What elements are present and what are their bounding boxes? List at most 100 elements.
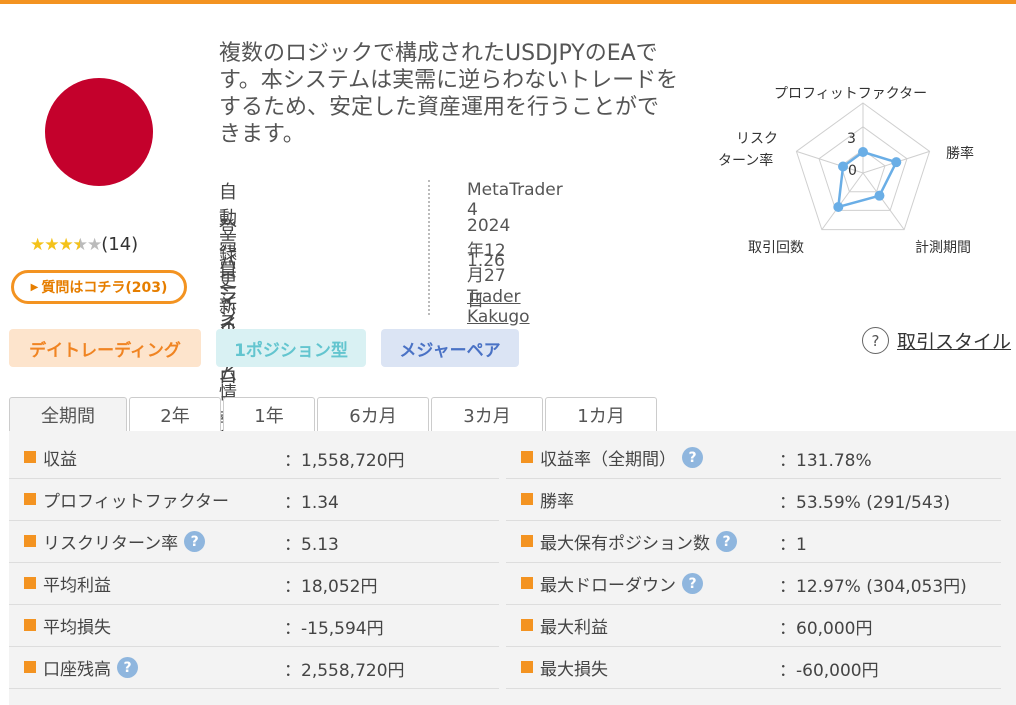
stat-label: 最大損失 xyxy=(540,660,608,680)
radar-scale-label-3: 3 xyxy=(847,131,856,147)
stat-value: ：53.59% (291/543) xyxy=(779,493,951,513)
radar-label-trades: 取引回数 xyxy=(748,240,804,256)
style-tags: デイトレーディング 1ポジション型 メジャーペア xyxy=(9,329,519,367)
bullet-icon xyxy=(521,493,533,505)
top-accent-bar xyxy=(0,0,1016,4)
stat-value: ：1 xyxy=(779,535,807,555)
radar-label-period: 計測期間 xyxy=(915,240,971,256)
trade-style-label: 取引スタイル xyxy=(897,331,1012,353)
stat-value: ：5.13 xyxy=(284,535,339,555)
bullet-icon xyxy=(521,577,533,589)
radar-axis-line xyxy=(796,150,864,174)
stat-row-risk-return: リスクリターン率? ：5.13 xyxy=(9,521,499,563)
trade-style-link[interactable]: ? 取引スタイル xyxy=(862,327,1011,354)
stat-value: ：2,558,720円 xyxy=(284,661,405,681)
stat-value: ：18,052円 xyxy=(284,577,378,597)
tag-one-position[interactable]: 1ポジション型 xyxy=(216,329,366,367)
qa-button[interactable]: ▶ 質問はコチラ(203) xyxy=(11,270,187,304)
radar-point-risk xyxy=(838,161,849,172)
radar-point-period xyxy=(874,190,885,201)
radar-scale-label-0: 0 xyxy=(848,163,857,179)
radar-label-winrate: 勝率 xyxy=(946,146,974,162)
info-value: 2024年12月27日 xyxy=(467,215,511,311)
bullet-icon xyxy=(521,451,533,463)
help-icon[interactable]: ? xyxy=(117,657,138,678)
bullet-icon xyxy=(24,493,36,505)
tag-major-pair[interactable]: メジャーペア xyxy=(381,329,519,367)
tab-1y[interactable]: 1年 xyxy=(223,397,315,431)
bullet-icon xyxy=(521,535,533,547)
stat-label: 収益率（全期間）? xyxy=(540,445,703,470)
bullet-icon xyxy=(24,451,36,463)
bullet-icon xyxy=(24,577,36,589)
stat-value: ：12.97% (304,053円) xyxy=(779,577,967,597)
tab-2y[interactable]: 2年 xyxy=(129,397,221,431)
question-circle-icon: ? xyxy=(862,327,889,354)
radar-grid-ring xyxy=(795,102,931,231)
radar-point-trades xyxy=(833,201,844,212)
stat-row-max-drawdown: 最大ドローダウン? ：12.97% (304,053円) xyxy=(506,563,1001,605)
product-description: 複数のロジックで構成されたUSDJPYのEAです。本システムは実需に逆らわないト… xyxy=(219,41,679,147)
info-value: MetaTrader 4 xyxy=(467,180,563,220)
stat-value: ：60,000円 xyxy=(779,619,873,639)
bullet-icon xyxy=(24,619,36,631)
radar-axis-line xyxy=(821,172,864,230)
info-divider xyxy=(428,180,430,315)
stat-value: ：1,558,720円 xyxy=(284,451,405,471)
radar-label-risk-2: ターン率 xyxy=(718,153,774,169)
radar-point-winrate xyxy=(891,157,902,168)
tab-6m[interactable]: 6カ月 xyxy=(317,397,429,431)
stat-row-avg-loss: 平均損失 ：-15,594円 xyxy=(9,605,499,647)
stat-value: ：-60,000円 xyxy=(779,661,879,681)
info-value: 1.26 xyxy=(467,251,505,271)
triangle-right-icon: ▶ xyxy=(30,281,39,293)
stat-value: ：1.34 xyxy=(284,493,339,513)
stat-row-return-rate: 収益率（全期間）? ：131.78% xyxy=(506,437,1001,479)
stat-row-balance: 口座残高? ：2,558,720円 xyxy=(9,647,499,689)
stat-value: ：131.78% xyxy=(779,451,872,471)
stat-row-avg-profit: 平均利益 ：18,052円 xyxy=(9,563,499,605)
rating-count: (14) xyxy=(101,234,139,255)
radar-label-pf: プロフィットファクター xyxy=(774,86,928,102)
bullet-icon xyxy=(24,535,36,547)
tab-all[interactable]: 全期間 xyxy=(9,397,127,432)
stat-label: 平均損失 xyxy=(43,618,111,638)
stat-row-revenue: 収益 ：1,558,720円 xyxy=(9,437,499,479)
radar-axis-line xyxy=(862,172,905,230)
qa-button-label: 質問はコチラ(203) xyxy=(41,280,168,296)
radar-svg: 30 xyxy=(795,102,931,231)
stat-value: ：-15,594円 xyxy=(284,619,384,639)
stat-label: 最大ドローダウン? xyxy=(540,571,703,596)
rating-stars: ★★★★★★ xyxy=(30,234,102,255)
profile-link[interactable]: Trader Kakugo xyxy=(467,286,530,327)
stat-row-max-loss: 最大損失 ：-60,000円 xyxy=(506,647,1001,689)
radar-point-pf xyxy=(858,147,868,157)
bullet-icon xyxy=(521,619,533,631)
bullet-icon xyxy=(24,661,36,673)
tag-daytrading[interactable]: デイトレーディング xyxy=(9,329,201,367)
stat-label: 平均利益 xyxy=(43,576,111,596)
stat-row-max-positions: 最大保有ポジション数? ：1 xyxy=(506,521,1001,563)
help-icon[interactable]: ? xyxy=(682,447,703,468)
stat-row-max-profit: 最大利益 ：60,000円 xyxy=(506,605,1001,647)
period-tabs: 全期間 2年 1年 6カ月 3カ月 1カ月 xyxy=(9,397,659,432)
stat-label: リスクリターン率? xyxy=(43,529,206,554)
stat-label: 収益 xyxy=(43,450,77,470)
rating: ★★★★★★ (14) xyxy=(30,234,138,255)
stat-row-winrate: 勝率 ：53.59% (291/543) xyxy=(506,479,1001,521)
stat-label: 口座残高? xyxy=(43,655,138,680)
stat-row-pf: プロフィットファクター ：1.34 xyxy=(9,479,499,521)
tab-3m[interactable]: 3カ月 xyxy=(431,397,543,431)
radar-grid-ring xyxy=(818,126,908,211)
help-icon[interactable]: ? xyxy=(682,573,703,594)
stat-label: 最大保有ポジション数? xyxy=(540,529,737,554)
stat-label: 最大利益 xyxy=(540,618,608,638)
tab-1m[interactable]: 1カ月 xyxy=(545,397,657,431)
japan-flag-icon xyxy=(45,78,153,186)
radar-label-risk-1: リスク xyxy=(736,131,778,147)
help-icon[interactable]: ? xyxy=(184,531,206,552)
help-icon[interactable]: ? xyxy=(716,531,737,552)
bullet-icon xyxy=(521,661,533,673)
stat-label: プロフィットファクター xyxy=(43,492,229,512)
